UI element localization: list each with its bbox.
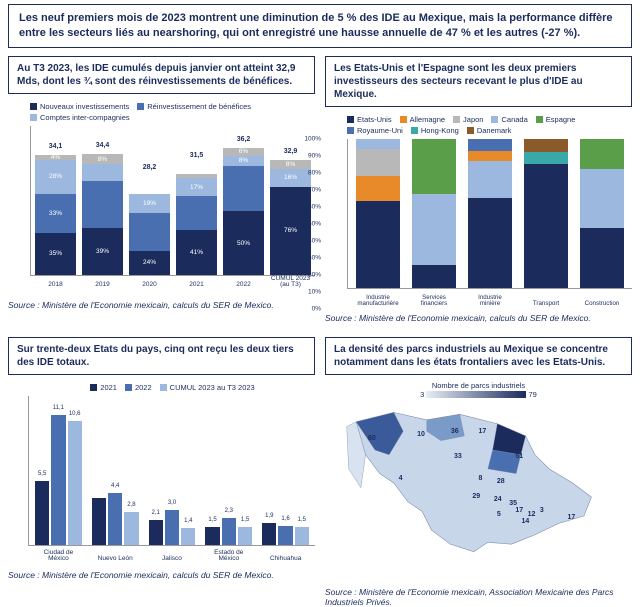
chart3-source: Source : Ministère de l'Economie mexicai… xyxy=(8,570,315,580)
map-legend-min: 3 xyxy=(420,390,424,399)
chart-grid: Au T3 2023, les IDE cumulés depuis janvi… xyxy=(0,56,640,607)
chart1-source: Source : Ministère de l'Economie mexicai… xyxy=(8,300,315,310)
chart2-area: 0%10%20%30%40%50%60%70%80%90%100% Indust… xyxy=(325,139,632,309)
chart3-legend: 20212022CUMUL 2023 au T3 2023 xyxy=(30,383,315,392)
chart2-bars: Industrie manufacturièreServices financi… xyxy=(347,139,632,289)
chart2-yticks: 0%10%20%30%40%50%60%70%80%90%100% xyxy=(303,139,323,309)
chart3-area: 5,511,110,6Ciudad de México4,42,8Nuevo L… xyxy=(8,396,315,566)
chart3-cell: Sur trente-deux Etats du pays, cinq ont … xyxy=(8,337,315,607)
map-legend-max: 79 xyxy=(529,390,537,399)
chart2-cell: Les Etats-Unis et l'Espagne sont les deu… xyxy=(325,56,632,323)
chart2-source: Source : Ministère de l'Economie mexicai… xyxy=(325,313,632,323)
map-legend: Nombre de parcs industriels 3 79 xyxy=(325,381,632,399)
chart4-source: Source : Ministère de l'Economie mexicai… xyxy=(325,587,632,607)
chart1-cell: Au T3 2023, les IDE cumulés depuis janvi… xyxy=(8,56,315,323)
chart4-cell: La densité des parcs industriels au Mexi… xyxy=(325,337,632,607)
map-area: 6010361779513382829243517123514174 xyxy=(325,403,632,583)
chart1-bars: 34,14%28%33%35%201834,48%39%201928,219%2… xyxy=(30,126,315,276)
chart2-title: Les Etats-Unis et l'Espagne sont les deu… xyxy=(325,56,632,107)
chart1-legend: Nouveaux investissementsRéinvestissement… xyxy=(30,102,315,122)
chart3-bars: 5,511,110,6Ciudad de México4,42,8Nuevo L… xyxy=(28,396,315,546)
chart4-title: La densité des parcs industriels au Mexi… xyxy=(325,337,632,375)
chart1-title: Au T3 2023, les IDE cumulés depuis janvi… xyxy=(8,56,315,94)
page-header: Les neuf premiers mois de 2023 montrent … xyxy=(8,4,632,48)
map-labels: 6010361779513382829243517123514174 xyxy=(325,403,632,583)
map-legend-title: Nombre de parcs industriels xyxy=(432,381,525,390)
chart3-title: Sur trente-deux Etats du pays, cinq ont … xyxy=(8,337,315,375)
chart1-area: IDE reçus Mds USD 34,14%28%33%35%201834,… xyxy=(8,126,315,296)
chart2-legend: Etats-UnisAllemagneJaponCanadaEspagneRoy… xyxy=(347,115,632,135)
map-gradient xyxy=(426,391,526,398)
